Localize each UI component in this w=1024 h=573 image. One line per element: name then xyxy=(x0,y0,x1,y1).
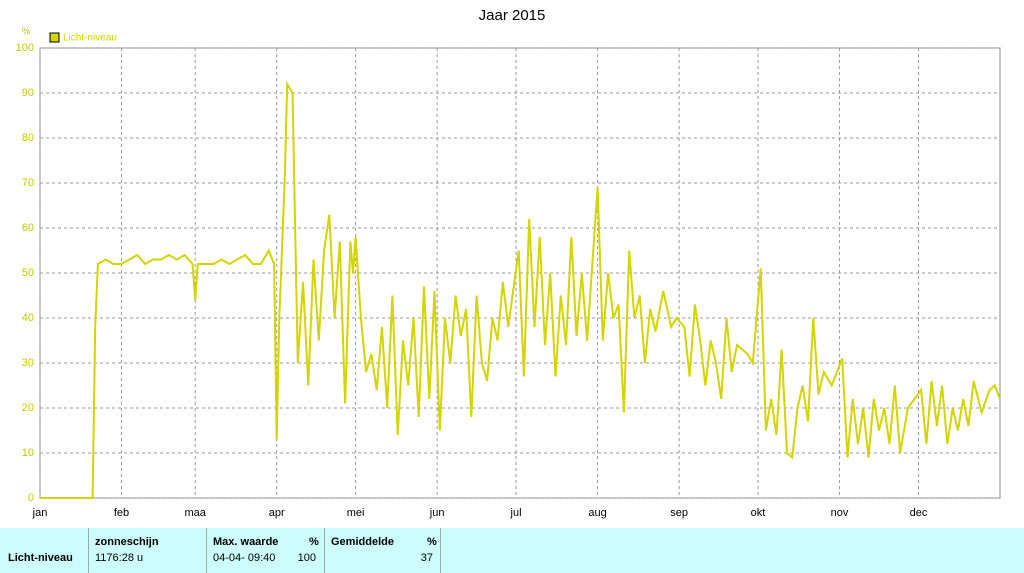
y-tick-label: 10 xyxy=(22,447,34,459)
col-unit: % xyxy=(309,536,319,548)
col-unit: % xyxy=(427,536,437,548)
y-tick-label: 80 xyxy=(22,132,34,144)
x-tick-label: jun xyxy=(429,507,445,519)
x-tick-label: apr xyxy=(269,507,285,519)
y-tick-label: 40 xyxy=(22,312,34,324)
x-tick-label: feb xyxy=(114,507,129,519)
chart-title: Jaar 2015 xyxy=(479,7,546,24)
col-title: zonneschijn xyxy=(95,536,159,548)
y-tick-label: 20 xyxy=(22,402,34,414)
legend-label: Licht-niveau xyxy=(63,33,117,44)
x-tick-label: aug xyxy=(588,507,606,519)
cell: Max. waarde % 04-04- 09:40 100 xyxy=(206,528,324,573)
cell: zonneschijn 1176:28 u xyxy=(88,528,206,573)
cell: Gemiddelde % 37 xyxy=(324,528,441,573)
x-tick-label: sep xyxy=(670,507,688,519)
y-tick-label: 30 xyxy=(22,357,34,369)
x-tick-label: jul xyxy=(510,507,522,519)
legend-swatch xyxy=(49,32,60,43)
cell-value: 100 xyxy=(297,552,316,564)
col-title: Gemiddelde xyxy=(331,536,394,548)
y-tick-label: 90 xyxy=(22,87,34,99)
y-tick-label: 50 xyxy=(22,267,34,279)
y-tick-label: 0 xyxy=(28,492,34,504)
x-tick-label: mei xyxy=(347,507,365,519)
col-title: Max. waarde xyxy=(213,536,279,548)
y-tick-label: 70 xyxy=(22,177,34,189)
cell-value: 37 xyxy=(420,552,433,564)
x-tick-label: maa xyxy=(184,507,206,519)
row-label: Licht-niveau xyxy=(8,552,73,564)
y-tick-label: 60 xyxy=(22,222,34,234)
x-tick-label: dec xyxy=(910,507,928,519)
summary-table: Licht-niveau zonneschijn 1176:28 u Max. … xyxy=(0,528,1024,573)
y-unit: % xyxy=(22,27,31,38)
cell-value: 1176:28 u xyxy=(95,552,144,564)
x-tick-label: okt xyxy=(751,507,766,519)
x-tick-label: nov xyxy=(831,507,849,519)
y-tick-label: 100 xyxy=(16,42,34,54)
chart: Jaar 2015 % 0 10 20 30 40 50 60 70 80 90 100 jan feb… xyxy=(16,7,1001,519)
cell-time: 04-04- 09:40 xyxy=(213,552,276,564)
data-line xyxy=(40,80,1001,499)
x-tick-label: jan xyxy=(32,507,48,519)
